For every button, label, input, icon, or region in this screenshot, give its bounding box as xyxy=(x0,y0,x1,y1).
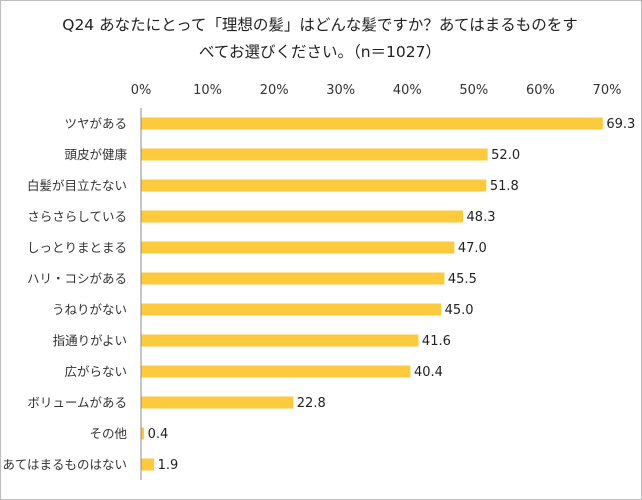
data-label: 0.4 xyxy=(148,427,169,442)
data-label: 41.6 xyxy=(422,334,451,349)
bar xyxy=(141,458,155,471)
category-label: その他 xyxy=(89,426,127,441)
chart-title: Q24 あなたにとって「理想の髪」はどんな髪ですか？あてはまるものをすべてお選び… xyxy=(62,16,578,61)
category-label: ツヤがある xyxy=(64,116,127,131)
data-label: 45.5 xyxy=(448,272,477,287)
bar xyxy=(141,210,464,223)
category-label: あてはまるものはない xyxy=(2,457,127,472)
data-label: 52.0 xyxy=(491,148,520,163)
category-label: ハリ・コシがある xyxy=(27,271,127,286)
data-label: 51.8 xyxy=(490,179,519,194)
bar xyxy=(141,148,488,161)
category-label: さらさらしている xyxy=(27,209,127,224)
category-label: ボリュームがある xyxy=(27,395,127,410)
x-tick-label: 50% xyxy=(459,83,488,98)
category-label: しっとりまとまる xyxy=(27,240,127,255)
x-tick-label: 30% xyxy=(326,83,355,98)
bar xyxy=(141,365,411,378)
data-label: 47.0 xyxy=(458,241,487,256)
x-tick-label: 40% xyxy=(393,83,422,98)
bar xyxy=(141,241,455,254)
x-tick-label: 60% xyxy=(526,83,555,98)
x-tick-label: 20% xyxy=(260,83,289,98)
bar xyxy=(141,303,442,316)
category-label: 指通りがよい xyxy=(53,333,127,348)
category-label: 頭皮が健康 xyxy=(64,147,127,162)
category-label: うねりがない xyxy=(52,302,127,317)
bar xyxy=(141,117,603,130)
data-label: 1.9 xyxy=(158,458,179,473)
bar xyxy=(141,272,445,285)
data-label: 22.8 xyxy=(297,396,326,411)
x-tick-label: 10% xyxy=(193,83,222,98)
bar xyxy=(141,179,487,192)
category-label: 白髪が目立たない xyxy=(27,178,127,193)
data-label: 40.4 xyxy=(414,365,443,380)
data-label: 45.0 xyxy=(445,303,474,318)
category-label: 広がらない xyxy=(64,364,127,379)
x-tick-label: 70% xyxy=(593,83,622,98)
x-tick-label: 0% xyxy=(131,83,152,98)
bar xyxy=(141,427,145,440)
bar xyxy=(141,396,294,409)
data-label: 48.3 xyxy=(467,210,496,225)
data-label: 69.3 xyxy=(606,117,635,132)
bar xyxy=(141,334,419,347)
